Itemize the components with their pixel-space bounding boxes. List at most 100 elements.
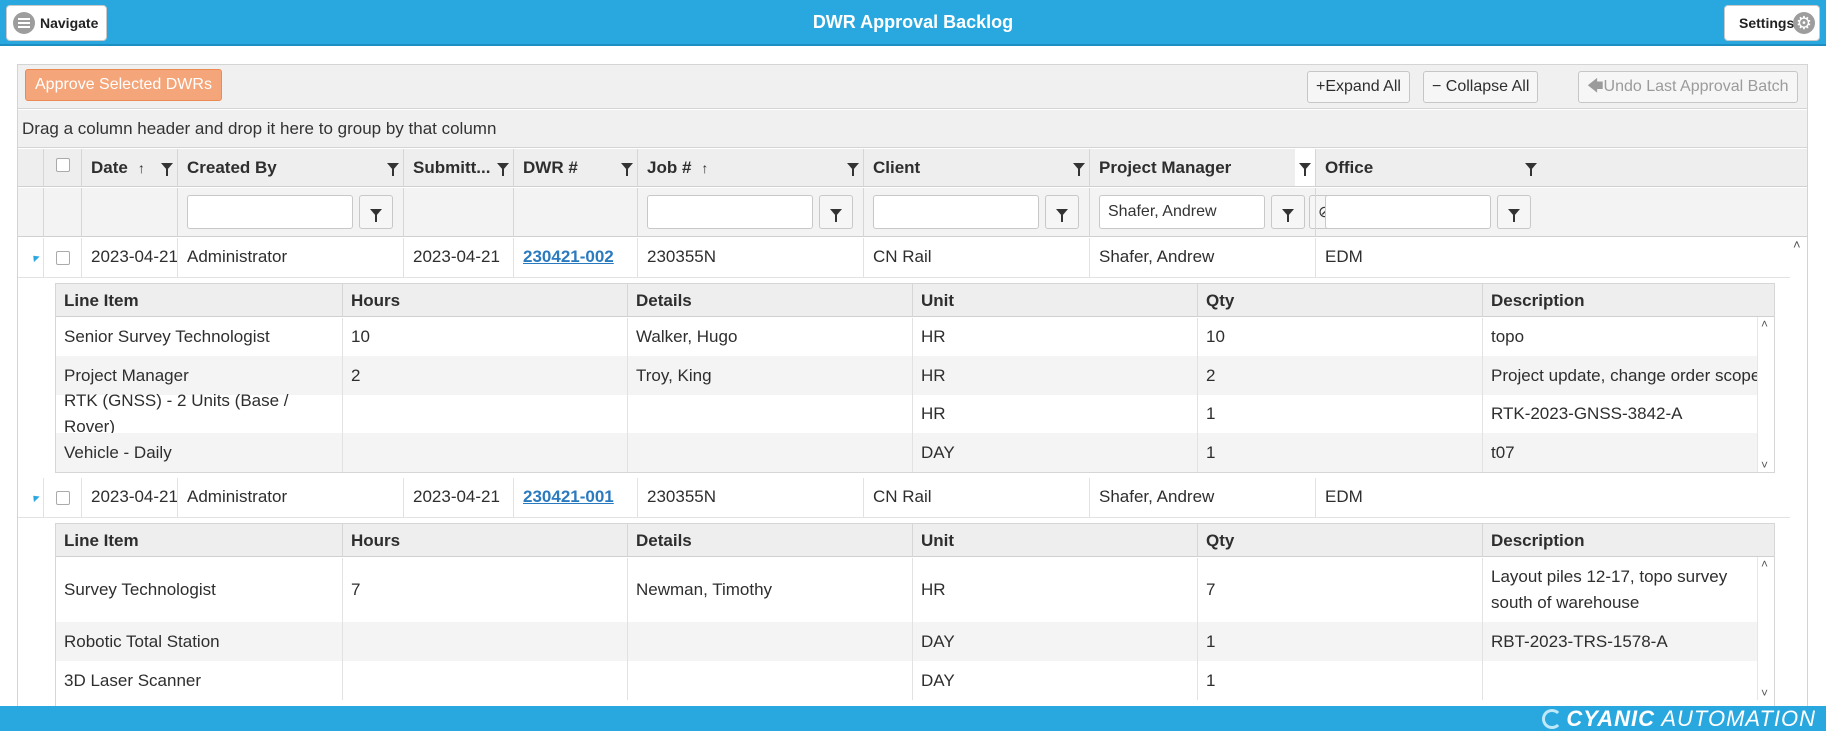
detail-row[interactable]: Vehicle - Daily DAY 1 t07 [56,433,1758,472]
job-filter-input[interactable] [647,195,813,229]
detail-header-description[interactable]: Description [1482,524,1774,556]
cell-unit: HR [912,558,1197,622]
client-filter-input[interactable] [873,195,1039,229]
header-dwr-label: DWR # [523,158,578,177]
created-by-filter-button[interactable] [359,195,393,229]
gear-icon: ⚙ [1793,12,1815,34]
cell-client: CN Rail [863,478,1089,517]
collapse-row-icon[interactable] [30,252,40,263]
created-by-filter-input[interactable] [187,195,353,229]
scroll-down-icon[interactable]: ˅ [1761,686,1769,700]
approve-selected-button[interactable]: Approve Selected DWRs [25,69,222,101]
detail-header-hours[interactable]: Hours [342,284,627,316]
undo-label: Undo Last Approval Batch [1603,78,1789,95]
cell-details [627,622,912,661]
filter-icon [830,209,842,222]
table-row[interactable]: 2023-04-21 Administrator 2023-04-21 2304… [18,238,1792,278]
dwr-link[interactable]: 230421-002 [523,247,614,266]
detail-header-details[interactable]: Details [627,524,912,556]
client-filter-button[interactable] [1045,195,1079,229]
detail-header-unit[interactable]: Unit [912,524,1197,556]
expand-all-button[interactable]: +Expand All [1307,71,1410,103]
navigate-button[interactable]: Navigate [6,5,107,41]
cell-qty: 10 [1197,318,1482,356]
project-manager-filter-input[interactable] [1099,195,1265,229]
detail-scrollbar[interactable]: ˄ ˅ [1757,317,1774,472]
collapse-row-icon[interactable] [30,492,40,503]
filter-icon[interactable] [161,163,173,176]
detail-row[interactable]: Project Manager 2 Troy, King HR 2 Projec… [56,356,1760,395]
cell-details [627,395,912,433]
group-drop-area[interactable]: Drag a column header and drop it here to… [18,110,1807,148]
header-created-by[interactable]: Created By [177,149,403,186]
detail-header-qty[interactable]: Qty [1197,524,1482,556]
cell-description: RBT-2023-TRS-1578-A [1482,622,1758,661]
project-manager-filter-button[interactable] [1271,195,1305,229]
cell-details: Newman, Timothy [627,558,912,622]
detail-row[interactable]: RTK (GNSS) - 2 Units (Base / Rover) HR 1… [56,391,1758,436]
detail-row[interactable]: 3D Laser Scanner DAY 1 [56,661,1758,700]
detail-header-hours[interactable]: Hours [342,524,627,556]
footer-bar: CYANIC AUTOMATION [0,706,1826,731]
cell-unit: DAY [912,433,1197,472]
cell-submitted: 2023-04-21 [403,478,513,517]
grid-scrollbar[interactable]: ˄ [1790,237,1807,707]
filter-icon[interactable] [1525,163,1537,176]
header-job[interactable]: Job # ↑ [637,149,863,186]
settings-button[interactable]: Settings ⚙ [1724,5,1820,41]
undo-arrow-icon: 🡄 [1587,78,1604,95]
detail-row[interactable]: Robotic Total Station DAY 1 RBT-2023-TRS… [56,622,1758,661]
filter-icon[interactable] [847,163,859,176]
grid-header-row: Date ↑ Created By Submitt... DWR # Job # ↑… [18,149,1807,187]
office-filter-input[interactable] [1325,195,1491,229]
cell-qty: 1 [1197,433,1482,472]
header-project-manager[interactable]: Project Manager [1089,149,1316,186]
detail-row[interactable]: Survey Technologist 7 Newman, Timothy HR… [56,558,1758,622]
job-filter-button[interactable] [819,195,853,229]
detail-header-details[interactable]: Details [627,284,912,316]
filter-icon[interactable] [387,163,399,176]
grid-filter-row: ⊘ [18,188,1807,237]
scroll-up-icon[interactable]: ˄ [1793,237,1801,252]
cell-unit: DAY [912,622,1197,661]
detail-header-qty[interactable]: Qty [1197,284,1482,316]
detail-header-line-item[interactable]: Line Item [64,531,139,550]
scroll-down-icon[interactable]: ˅ [1761,458,1769,472]
header-office[interactable]: Office [1315,149,1807,186]
undo-approval-button[interactable]: 🡄Undo Last Approval Batch [1578,71,1798,103]
filter-icon[interactable] [621,163,633,176]
office-filter-button[interactable] [1497,195,1531,229]
row-checkbox[interactable] [56,251,70,265]
filter-icon[interactable] [1299,163,1311,176]
top-bar: Navigate DWR Approval Backlog Settings ⚙ [0,0,1826,46]
detail-header-description[interactable]: Description [1482,284,1774,316]
detail-header-line-item[interactable]: Line Item [64,291,139,310]
table-row[interactable]: 2023-04-21 Administrator 2023-04-21 2304… [18,478,1792,518]
dwr-link[interactable]: 230421-001 [523,487,614,506]
header-dwr[interactable]: DWR # [513,149,637,186]
plus-icon: + [1316,78,1326,95]
cell-description [1482,661,1758,700]
header-client[interactable]: Client [863,149,1089,186]
cell-client: CN Rail [863,238,1089,277]
cell-hours: 10 [342,318,627,356]
cell-created-by: Administrator [177,478,403,517]
filter-icon[interactable] [1073,163,1085,176]
header-select-all[interactable] [43,149,81,186]
filter-icon[interactable] [497,163,509,176]
header-submitted[interactable]: Submitt... [403,149,513,186]
cell-qty: 2 [1197,356,1482,395]
scroll-up-icon[interactable]: ˄ [1761,317,1769,331]
detail-header-unit[interactable]: Unit [912,284,1197,316]
brand-light: AUTOMATION [1655,706,1816,731]
scroll-up-icon[interactable]: ˄ [1761,557,1769,571]
cell-description: Layout piles 12-17, topo survey south of… [1482,558,1758,622]
detail-grid: Line Item Hours Details Unit Qty Descrip… [55,283,1775,473]
select-all-checkbox[interactable] [56,158,70,172]
row-checkbox[interactable] [56,491,70,505]
collapse-all-button[interactable]: − Collapse All [1423,71,1539,103]
detail-scrollbar[interactable]: ˄ ˅ [1757,557,1774,700]
header-date[interactable]: Date ↑ [81,149,177,186]
detail-row[interactable]: Senior Survey Technologist 10 Walker, Hu… [56,318,1758,356]
cell-project-manager: Shafer, Andrew [1089,238,1315,277]
